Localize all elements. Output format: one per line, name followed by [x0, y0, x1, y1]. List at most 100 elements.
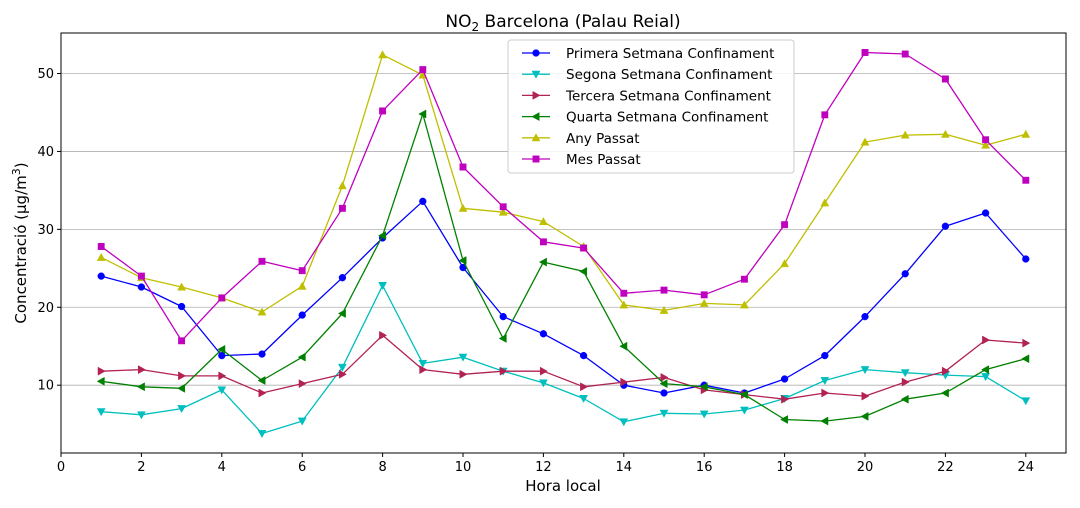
data-point: [981, 373, 991, 382]
data-point: [1021, 397, 1031, 406]
data-point: [739, 406, 749, 415]
data-point: [860, 411, 869, 421]
data-point: [861, 49, 869, 56]
data-point: [96, 252, 106, 261]
legend-label: Any Passat: [566, 131, 640, 147]
x-tick-label: 8: [378, 460, 386, 475]
data-point: [379, 330, 388, 340]
data-point: [458, 353, 468, 362]
data-point: [96, 408, 106, 417]
data-point: [458, 256, 467, 265]
x-tick-label: 0: [57, 460, 65, 475]
x-tick-label: 2: [137, 460, 145, 475]
data-point: [419, 365, 428, 375]
data-point: [981, 140, 991, 149]
data-point: [97, 366, 106, 376]
data-point: [940, 388, 949, 398]
x-tick-label: 16: [696, 460, 713, 475]
data-point: [538, 379, 548, 388]
data-point: [901, 270, 909, 278]
data-point: [982, 335, 991, 345]
data-point: [941, 366, 950, 376]
data-point: [298, 267, 306, 275]
data-point: [780, 375, 789, 383]
data-point: [258, 388, 267, 398]
data-point: [1022, 338, 1031, 348]
data-point: [458, 203, 468, 212]
data-point: [660, 389, 668, 397]
data-point: [579, 395, 589, 403]
data-point: [740, 275, 748, 283]
y-axis: 10 20 30 40 50: [37, 67, 61, 394]
chart-title-main: NO: [445, 12, 471, 32]
legend-label: Segona Setmana Confinament: [566, 67, 772, 83]
data-point: [579, 351, 588, 360]
series-quarta-setmana-confinament: [96, 109, 1030, 426]
data-point: [178, 371, 187, 381]
series-tercera-setmana-confinament: [97, 330, 1031, 404]
data-point: [860, 137, 870, 146]
series-line: [101, 284, 1027, 435]
data-point: [699, 298, 709, 307]
x-tick-label: 6: [298, 460, 306, 475]
x-tick-label: 20: [857, 460, 874, 475]
legend-label: Mes Passat: [566, 152, 641, 168]
data-point: [941, 75, 949, 83]
data-point: [1021, 354, 1030, 364]
data-point: [337, 309, 346, 318]
legend-item: Mes Passat: [522, 152, 641, 168]
data-point: [177, 383, 186, 393]
legend: Primera Setmana Confinament Segona Setman…: [507, 39, 795, 174]
legend-swatch-marker: [532, 155, 540, 163]
chart-title-rest: Barcelona (Palau Reial): [479, 12, 681, 32]
data-point: [418, 109, 427, 119]
data-point: [217, 386, 227, 395]
data-point: [177, 405, 187, 414]
legend-label: Tercera Setmana Confinament: [565, 88, 771, 104]
data-point: [820, 198, 830, 207]
data-point: [459, 369, 468, 379]
data-point: [419, 66, 427, 74]
y-axis-label: Concentració (µg/m3): [10, 162, 30, 323]
legend-item: Tercera Setmana Confinament: [522, 88, 771, 104]
data-point: [539, 366, 548, 376]
data-point: [257, 430, 267, 439]
data-point: [498, 207, 508, 216]
series-mes-passat: [97, 49, 1030, 345]
data-point: [861, 391, 870, 401]
y-axis-label-main: Concentració (µg/m: [12, 175, 30, 323]
series-segona-setmana-confinament: [96, 282, 1031, 439]
data-point: [338, 274, 347, 282]
series-layer: [96, 49, 1031, 439]
data-point: [178, 337, 186, 345]
data-point: [821, 388, 830, 398]
series-line: [101, 113, 1026, 422]
series-line: [100, 54, 1026, 313]
plot-frame: [60, 32, 1067, 454]
data-point: [781, 394, 790, 404]
data-point: [660, 372, 669, 382]
data-point: [699, 382, 708, 392]
x-tick-label: 18: [776, 460, 793, 475]
data-point: [177, 302, 186, 311]
legend-item: Any Passat: [522, 131, 640, 147]
legend-item: Primera Setmana Confinament: [522, 46, 774, 62]
data-point: [659, 409, 669, 418]
data-point: [499, 203, 507, 211]
data-point: [1021, 129, 1031, 138]
data-point: [700, 291, 708, 299]
data-point: [780, 259, 790, 268]
x-tick-label: 24: [1018, 460, 1035, 475]
data-point: [821, 351, 829, 360]
data-point: [137, 272, 145, 280]
data-point: [580, 382, 589, 392]
data-point: [338, 369, 347, 379]
data-point: [620, 377, 629, 387]
chart-title-sub: 2: [471, 20, 479, 34]
data-point: [539, 238, 547, 246]
data-point: [217, 344, 226, 354]
data-point: [538, 257, 547, 267]
data-point: [499, 366, 508, 376]
data-point: [699, 410, 709, 419]
